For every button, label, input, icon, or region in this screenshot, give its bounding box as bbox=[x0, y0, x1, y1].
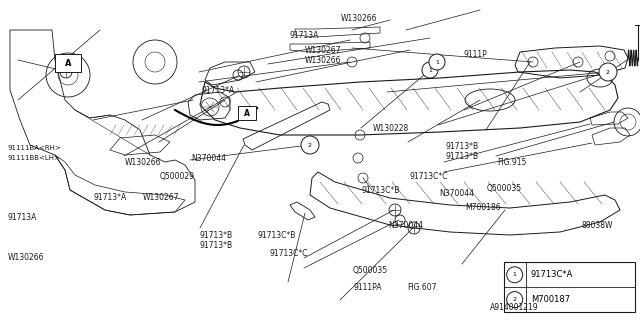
Text: 2: 2 bbox=[606, 69, 610, 75]
Circle shape bbox=[599, 63, 617, 81]
Text: 2: 2 bbox=[513, 297, 516, 302]
Bar bbox=[55, 54, 81, 72]
Text: N370044: N370044 bbox=[191, 154, 226, 163]
Text: Q500035: Q500035 bbox=[487, 183, 522, 193]
Text: 1: 1 bbox=[428, 68, 432, 73]
Text: N370044: N370044 bbox=[439, 188, 474, 197]
Circle shape bbox=[429, 54, 445, 70]
Text: W130266: W130266 bbox=[341, 13, 378, 22]
Text: M700186: M700186 bbox=[465, 204, 500, 212]
Text: W130266: W130266 bbox=[8, 253, 45, 262]
Text: 91713*B: 91713*B bbox=[200, 231, 233, 241]
Text: 88038W: 88038W bbox=[581, 221, 612, 230]
Text: 9111PA: 9111PA bbox=[353, 284, 381, 292]
Text: 91713*A: 91713*A bbox=[201, 85, 234, 94]
Text: M700187: M700187 bbox=[531, 295, 570, 304]
Text: 91713A: 91713A bbox=[8, 213, 37, 222]
Text: N370044: N370044 bbox=[388, 221, 423, 230]
Text: FIG.915: FIG.915 bbox=[497, 157, 526, 166]
Text: FIG.607: FIG.607 bbox=[407, 284, 436, 292]
Bar bbox=[504, 262, 635, 312]
Text: 9111P: 9111P bbox=[463, 50, 487, 59]
Text: 91713C*C: 91713C*C bbox=[269, 250, 307, 259]
Bar bbox=[238, 106, 256, 120]
Text: W130266: W130266 bbox=[305, 55, 342, 65]
Text: 91713*B: 91713*B bbox=[445, 141, 478, 150]
Text: A914001219: A914001219 bbox=[490, 303, 539, 313]
Text: W130267: W130267 bbox=[305, 45, 342, 54]
Text: 91713C*C: 91713C*C bbox=[409, 172, 447, 180]
Text: Q500035: Q500035 bbox=[353, 266, 388, 275]
Text: 91713A: 91713A bbox=[289, 30, 318, 39]
Text: 1: 1 bbox=[435, 60, 439, 65]
Text: 91713C*A: 91713C*A bbox=[531, 270, 573, 279]
Text: 91111BA<RH>: 91111BA<RH> bbox=[8, 145, 61, 151]
Text: W130228: W130228 bbox=[373, 124, 409, 132]
Text: 91713*B: 91713*B bbox=[200, 242, 233, 251]
Text: 91713*B: 91713*B bbox=[445, 151, 478, 161]
Text: Q500029: Q500029 bbox=[160, 172, 195, 180]
Text: W130267: W130267 bbox=[143, 194, 179, 203]
Text: 2: 2 bbox=[308, 142, 312, 148]
Text: 91111BB<LH>: 91111BB<LH> bbox=[8, 155, 61, 161]
Text: 91713*A: 91713*A bbox=[94, 194, 127, 203]
Circle shape bbox=[422, 62, 438, 78]
Text: 1: 1 bbox=[513, 272, 516, 277]
Text: A: A bbox=[65, 59, 71, 68]
Text: W130266: W130266 bbox=[125, 157, 161, 166]
Circle shape bbox=[301, 136, 319, 154]
Text: A: A bbox=[244, 108, 250, 117]
Circle shape bbox=[507, 267, 523, 283]
Circle shape bbox=[507, 292, 523, 308]
Text: 91713C*B: 91713C*B bbox=[257, 231, 296, 241]
Text: 91713C*B: 91713C*B bbox=[362, 186, 401, 195]
